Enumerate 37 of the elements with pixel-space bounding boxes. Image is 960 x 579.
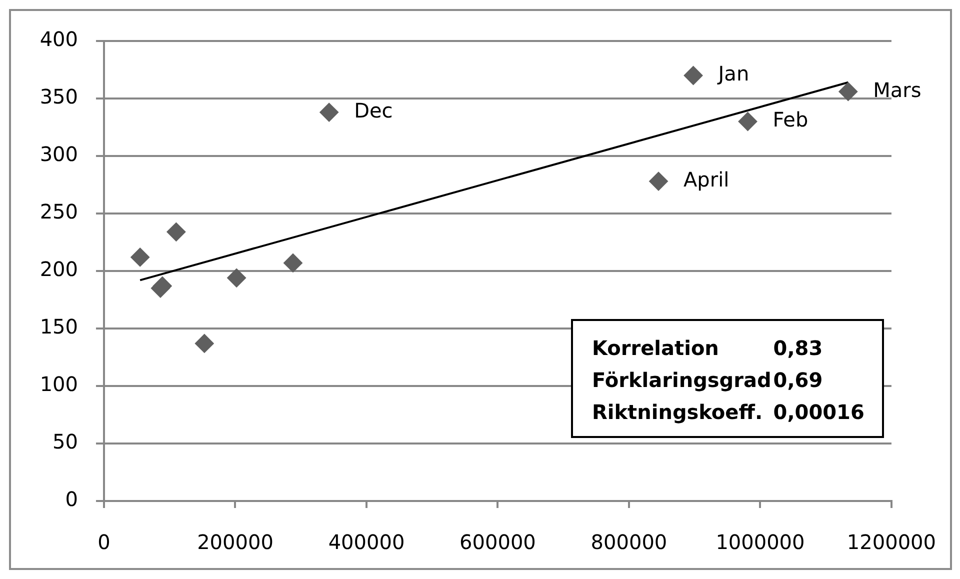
annotation: Dec (354, 98, 393, 123)
point (320, 102, 339, 122)
annotation: Förklaringsgrad (592, 367, 772, 394)
point (194, 334, 214, 353)
x-tick-label: 1200000 (846, 530, 936, 554)
annotation: Jan (716, 62, 750, 86)
annotation: Feb (772, 108, 808, 132)
x-tick-label: 600000 (460, 530, 536, 554)
y-tick-label: 400 (40, 27, 78, 52)
point (130, 248, 150, 267)
annotation: April (684, 168, 730, 192)
x-tick-label: 200000 (197, 530, 274, 554)
x-tick-label: 400000 (328, 530, 405, 554)
point (838, 82, 858, 102)
annotation: 0,83 (773, 335, 824, 362)
y-tick-label: 200 (40, 257, 78, 282)
x-tick-label: 1000000 (716, 530, 805, 554)
point (166, 222, 186, 242)
point (227, 268, 246, 288)
point (684, 66, 703, 85)
annotation: Riktningskoeff. (592, 399, 764, 426)
y-tick-label: 300 (40, 142, 78, 166)
y-tick-label: 150 (40, 314, 78, 339)
point (283, 253, 302, 272)
annotation: 0,00016 (773, 399, 864, 426)
annotation: 0,69 (773, 367, 824, 394)
y-tick-label: 50 (52, 430, 78, 454)
y-tick-label: 0 (65, 487, 78, 512)
y-tick-label: 250 (40, 200, 78, 224)
x-tick-label: 800000 (590, 530, 668, 554)
y-tick-label: 100 (40, 372, 78, 396)
point (738, 112, 758, 131)
y-tick-label: 350 (40, 84, 78, 109)
annotation: Mars (873, 78, 922, 102)
point (649, 172, 668, 191)
annotation: Korrelation (592, 335, 720, 362)
x-tick-label: 0 (98, 530, 110, 554)
